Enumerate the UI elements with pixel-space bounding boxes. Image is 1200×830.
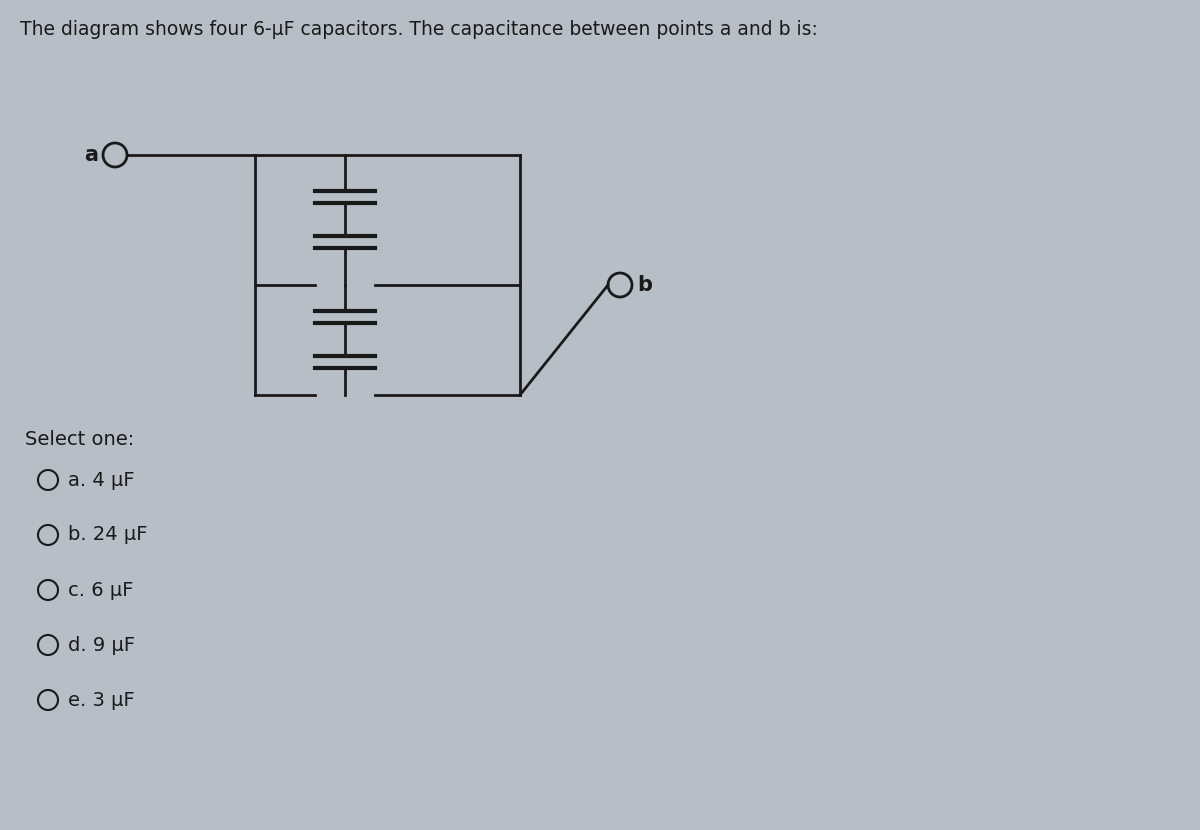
Text: d. 9 μF: d. 9 μF bbox=[68, 636, 136, 655]
Text: b. 24 μF: b. 24 μF bbox=[68, 525, 148, 544]
Text: b: b bbox=[637, 275, 652, 295]
Text: e. 3 μF: e. 3 μF bbox=[68, 691, 134, 710]
Text: a: a bbox=[84, 145, 98, 165]
Text: Select one:: Select one: bbox=[25, 430, 134, 449]
Text: The diagram shows four 6-μF capacitors. The capacitance between points a and b i: The diagram shows four 6-μF capacitors. … bbox=[20, 20, 818, 39]
Text: c. 6 μF: c. 6 μF bbox=[68, 580, 133, 599]
Text: a. 4 μF: a. 4 μF bbox=[68, 471, 134, 490]
